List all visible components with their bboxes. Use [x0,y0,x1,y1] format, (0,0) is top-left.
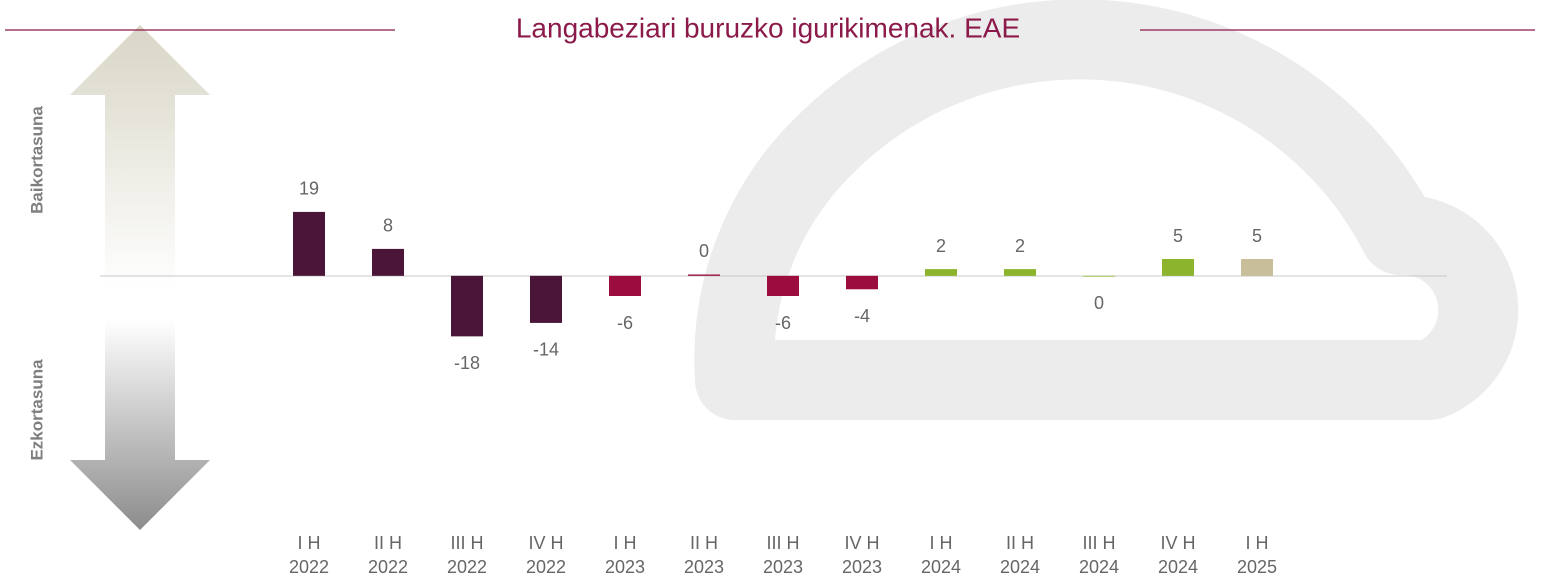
x-tick-label: IV H [844,533,879,553]
x-tick-label: II H [1006,533,1034,553]
x-tick-label: 2023 [842,557,882,577]
x-tick-label: I H [929,533,952,553]
pessimism-arrow [70,320,210,530]
value-label: -6 [617,313,633,333]
value-label: 5 [1252,226,1262,246]
page: {"chart_data": { "type": "bar", "title":… [0,0,1550,582]
value-label: 19 [299,179,319,199]
value-label: -18 [454,353,480,373]
x-tick-label: 2023 [684,557,724,577]
value-label: 2 [936,236,946,256]
x-tick-label: 2024 [921,557,961,577]
x-tick-label: 2024 [1079,557,1119,577]
optimism-arrow [70,25,210,290]
bar [609,276,641,296]
value-label: 0 [699,241,709,261]
x-tick-label: II H [690,533,718,553]
x-tick-label: IV H [1160,533,1195,553]
x-tick-label: 2023 [605,557,645,577]
x-tick-label: IV H [528,533,563,553]
bar [1241,259,1273,276]
bar [372,249,404,276]
chart-title: Langabeziari buruzko igurikimenak. EAE [516,12,1020,43]
x-tick-label: III H [766,533,799,553]
bar [293,212,325,276]
bar [451,276,483,337]
value-label: 5 [1173,226,1183,246]
chart: Baikortasuna Ezkortasuna Langabeziari bu… [0,0,1550,582]
bar [1162,259,1194,276]
x-tick-label: II H [374,533,402,553]
x-tick-label: 2025 [1237,557,1277,577]
optimism-label: Baikortasuna [27,106,46,214]
value-label: -14 [533,340,559,360]
value-label: 2 [1015,236,1025,256]
x-tick-label: III H [1082,533,1115,553]
bar [767,276,799,296]
value-label: -4 [854,306,870,326]
x-tick-label: 2022 [447,557,487,577]
x-tick-label: 2024 [1000,557,1040,577]
x-tick-label: 2023 [763,557,803,577]
background-cloud [734,39,1478,380]
bar [1083,276,1115,277]
value-label: -6 [775,313,791,333]
pessimism-label: Ezkortasuna [27,359,46,461]
value-label: 0 [1094,293,1104,313]
bar [1004,269,1036,276]
bar [530,276,562,323]
x-tick-label: I H [1245,533,1268,553]
x-tick-label: I H [297,533,320,553]
value-label: 8 [383,216,393,236]
bar [925,269,957,276]
bar [688,274,720,275]
x-tick-label: I H [613,533,636,553]
x-tick-label: 2022 [289,557,329,577]
x-tick-label: 2024 [1158,557,1198,577]
x-tick-label: 2022 [368,557,408,577]
x-tick-label: 2022 [526,557,566,577]
bar [846,276,878,289]
x-tick-label: III H [450,533,483,553]
